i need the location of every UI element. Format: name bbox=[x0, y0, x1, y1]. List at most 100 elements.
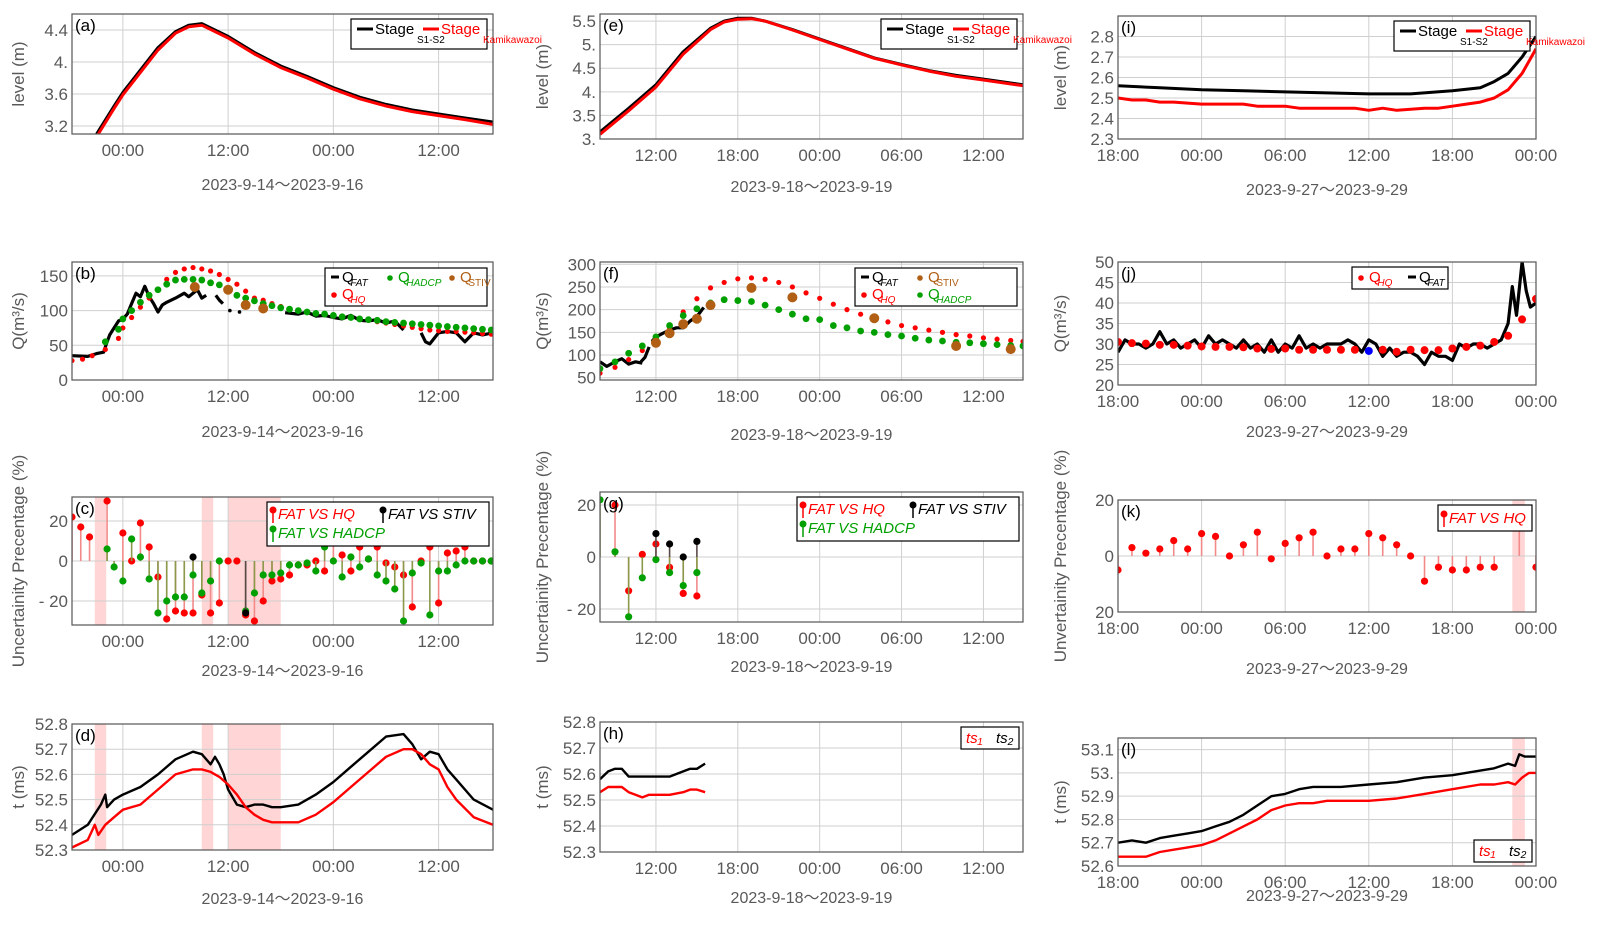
y-axis-label: level (m) bbox=[1051, 45, 1070, 110]
data-point bbox=[1323, 345, 1331, 354]
data-point bbox=[787, 292, 798, 303]
data-point bbox=[1378, 345, 1387, 354]
legend: ts₁ ts₂ bbox=[1473, 839, 1533, 863]
x-tick-label: 12:00 bbox=[635, 859, 678, 878]
x-tick-label: 12:00 bbox=[1348, 873, 1391, 892]
legend-label: Q bbox=[342, 286, 354, 303]
data-point bbox=[312, 309, 320, 317]
series-line bbox=[97, 23, 493, 134]
data-point bbox=[694, 296, 700, 302]
stem-marker bbox=[1323, 552, 1331, 560]
x-tick-label: 18:00 bbox=[717, 146, 760, 165]
data-point bbox=[435, 322, 443, 330]
y-tick-label: 250 bbox=[568, 278, 596, 297]
x-tick-label: 06:00 bbox=[1264, 873, 1307, 892]
y-tick-label: 52.9 bbox=[1081, 787, 1114, 806]
x-tick-label: 00:00 bbox=[1515, 873, 1558, 892]
stem-marker bbox=[277, 569, 285, 577]
data-point bbox=[966, 339, 974, 347]
stem-marker bbox=[435, 567, 443, 575]
legend-sublabel: Kamikawazoi bbox=[1013, 35, 1072, 46]
stem-marker bbox=[285, 571, 294, 579]
x-tick-label: 18:00 bbox=[717, 387, 760, 406]
legend-label: Q bbox=[928, 286, 940, 303]
data-point bbox=[163, 280, 171, 288]
data-point bbox=[1253, 344, 1262, 353]
data-point bbox=[720, 296, 728, 304]
y-tick-label: 52.4 bbox=[563, 817, 596, 836]
data-point bbox=[735, 276, 741, 282]
stem-marker bbox=[171, 593, 180, 601]
data-point bbox=[748, 275, 755, 281]
data-point bbox=[115, 335, 122, 341]
data-point bbox=[470, 325, 478, 333]
stem-marker bbox=[180, 609, 188, 617]
data-point bbox=[1239, 343, 1248, 352]
y-tick-label: 52.7 bbox=[563, 739, 596, 758]
y-tick-label: 52.6 bbox=[35, 765, 68, 784]
legend: FAT VS HQ bbox=[1437, 504, 1533, 532]
y-tick-label: 5. bbox=[582, 36, 596, 55]
data-point bbox=[321, 310, 328, 318]
data-point bbox=[939, 337, 946, 345]
data-point bbox=[1518, 315, 1527, 324]
stem-marker bbox=[665, 569, 674, 577]
stem-marker bbox=[180, 593, 188, 601]
data-point bbox=[912, 325, 918, 331]
stem-marker bbox=[1337, 545, 1345, 553]
y-tick-label: 50 bbox=[1095, 253, 1114, 272]
stem-marker bbox=[435, 599, 443, 607]
y-tick-label: 4. bbox=[54, 53, 68, 72]
legend-box bbox=[880, 18, 1018, 50]
x-tick-label: 00:00 bbox=[1180, 392, 1223, 411]
data-point bbox=[240, 300, 251, 311]
x-axis-label: 2023-9-27～2023-9-29 bbox=[1246, 661, 1408, 678]
stem-marker bbox=[452, 561, 460, 569]
data-point bbox=[926, 327, 932, 333]
x-tick-label: 00:00 bbox=[1515, 619, 1558, 638]
data-point bbox=[1295, 345, 1304, 354]
series-line bbox=[419, 329, 493, 346]
y-tick-label: 52.8 bbox=[35, 715, 68, 734]
stem-marker bbox=[103, 545, 111, 553]
data-point bbox=[775, 306, 783, 314]
data-point bbox=[242, 294, 250, 302]
y-tick-label: 150 bbox=[40, 267, 68, 286]
stem-marker bbox=[382, 577, 390, 585]
stem-marker bbox=[259, 597, 267, 605]
stem-marker bbox=[1462, 566, 1470, 574]
data-point bbox=[461, 324, 469, 332]
y-tick-label: 20 bbox=[1095, 491, 1114, 510]
panel-label: (i) bbox=[1121, 18, 1136, 37]
data-point bbox=[705, 300, 716, 311]
legend-stem-icon bbox=[799, 501, 807, 509]
stem-marker bbox=[679, 582, 687, 590]
data-point bbox=[1225, 342, 1234, 351]
legend-label: Q bbox=[872, 269, 884, 286]
panel-label: (h) bbox=[603, 724, 624, 743]
y-axis-label: Q(m³/s) bbox=[1051, 295, 1070, 353]
legend-sublabel: HQ bbox=[880, 295, 895, 306]
x-tick-label: 00:00 bbox=[102, 387, 145, 406]
data-point bbox=[776, 279, 782, 286]
x-tick-label: 18:00 bbox=[1431, 146, 1474, 165]
stem-marker bbox=[638, 550, 646, 559]
y-tick-label: 4.5 bbox=[572, 59, 596, 78]
plot-area bbox=[72, 497, 493, 625]
plot-frame bbox=[599, 13, 1024, 140]
data-point bbox=[953, 332, 959, 338]
stem-marker bbox=[1142, 549, 1150, 557]
stem-marker bbox=[693, 592, 701, 600]
plot-area bbox=[1118, 753, 1536, 858]
stem-marker bbox=[145, 575, 153, 583]
y-tick-label: 0 bbox=[1105, 547, 1114, 566]
data-point bbox=[79, 356, 86, 362]
y-tick-label: 52.3 bbox=[563, 843, 596, 862]
data-point bbox=[967, 333, 973, 339]
stem-marker bbox=[693, 537, 701, 546]
legend-stem-icon bbox=[799, 520, 807, 528]
y-axis-label: Q(m³/s) bbox=[533, 292, 552, 350]
data-point bbox=[237, 310, 242, 314]
stem-marker bbox=[136, 519, 145, 527]
data-point bbox=[898, 332, 905, 340]
